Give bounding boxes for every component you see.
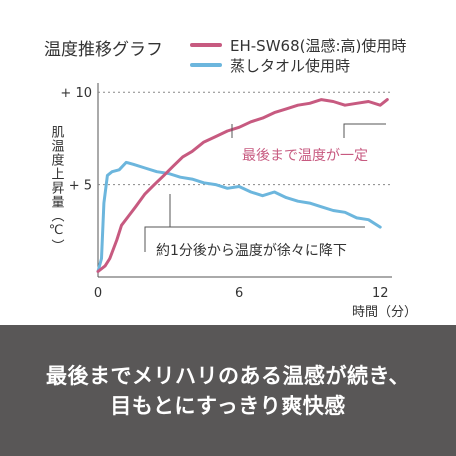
caption-line-1: 最後までメリハリのある温感が続き、 [45, 363, 411, 388]
x-axis-label: 時間（分） [352, 305, 417, 320]
temperature-chart: 温度推移グラフ EH-SW68(温感:高)使用時 蒸しタオル使用時 肌温度上昇量… [44, 37, 417, 320]
series-lines [96, 98, 389, 273]
chart-title: 温度推移グラフ [44, 40, 163, 60]
y-axis-label: 肌温度上昇量（℃） [49, 125, 65, 253]
y-tick-label: + 5 [69, 179, 92, 194]
annotation-constant: 最後まで温度が一定 [242, 148, 368, 164]
annotation-bracket-top [343, 123, 386, 138]
chart-area: 温度推移グラフ EH-SW68(温感:高)使用時 蒸しタオル使用時 肌温度上昇量… [44, 37, 418, 320]
x-tick-label: 0 [94, 286, 102, 301]
caption-banner: 最後までメリハリのある温感が続き、 目もとにすっきり爽快感 [0, 325, 456, 456]
series-line-steam-towel [96, 160, 382, 273]
caption-line-2: 目もとにすっきり爽快感 [110, 393, 346, 418]
x-tick-label: 12 [372, 286, 389, 301]
legend-label-steam-towel: 蒸しタオル使用時 [230, 57, 350, 75]
grid [97, 83, 392, 278]
x-tick-label: 6 [235, 286, 243, 301]
tick-labels: + 5 + 10 0 6 12 [60, 86, 388, 301]
annotation-connector [144, 194, 171, 252]
legend-label-eh-sw68: EH-SW68(温感:高)使用時 [230, 37, 406, 55]
annotation-decline: 約1分後から温度が徐々に降下 [156, 243, 347, 259]
series-line-eh-sw68 [96, 98, 389, 273]
y-tick-label: + 10 [60, 86, 92, 101]
